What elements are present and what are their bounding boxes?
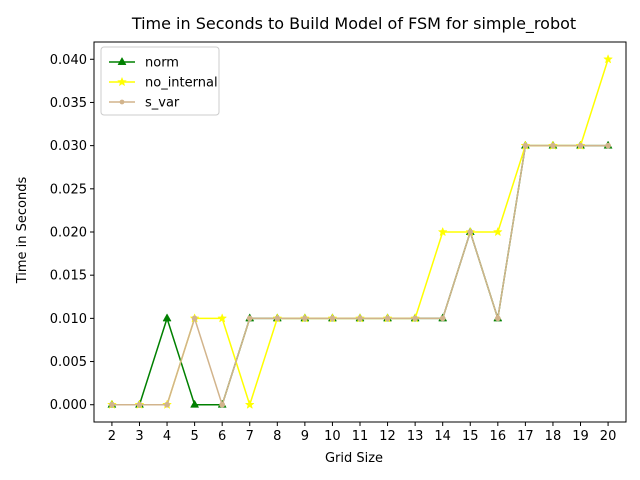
chart-title: Time in Seconds to Build Model of FSM fo… — [131, 14, 576, 34]
y-axis-label: Time in Seconds — [15, 177, 30, 285]
data-point — [217, 313, 228, 323]
data-point — [492, 226, 503, 237]
legend-swatch-marker — [117, 76, 127, 87]
data-point — [190, 399, 200, 408]
y-tick-label: 0.015 — [50, 269, 87, 284]
data-point — [384, 315, 391, 322]
data-point — [301, 315, 308, 322]
y-tick-label: 0.020 — [50, 226, 87, 241]
x-tick-label: 10 — [324, 429, 341, 444]
legend-box — [100, 46, 220, 116]
y-tick-label: 0.025 — [50, 182, 87, 197]
data-point — [136, 401, 143, 408]
data-point — [191, 315, 198, 322]
x-tick-label: 11 — [352, 429, 369, 444]
legend: norm no_internal s_var — [100, 46, 220, 116]
x-tick-label: 4 — [163, 429, 171, 444]
data-point — [467, 229, 474, 235]
series-s-var — [109, 142, 611, 408]
y-tick-label: 0.035 — [50, 96, 87, 111]
x-tick-label: 18 — [545, 429, 562, 444]
x-tick-label: 7 — [246, 429, 254, 444]
data-point — [603, 54, 614, 64]
data-point — [412, 315, 419, 322]
y-tick-label: 0.030 — [50, 139, 87, 154]
x-tick-label: 12 — [379, 429, 396, 444]
y-tick-label: 0.000 — [50, 398, 87, 413]
data-point — [274, 315, 281, 322]
x-tick-label: 9 — [301, 429, 309, 444]
data-point — [439, 315, 446, 322]
x-tick-label: 19 — [572, 429, 589, 444]
x-tick-label: 16 — [490, 429, 507, 444]
data-point — [329, 315, 336, 322]
data-point — [357, 315, 363, 322]
x-tick-label: 3 — [135, 429, 143, 444]
x-tick-label: 17 — [517, 429, 534, 444]
x-tick-label: 6 — [218, 429, 226, 444]
x-tick-label: 8 — [273, 429, 281, 444]
x-tick-label: 15 — [462, 429, 479, 444]
data-point — [219, 401, 226, 408]
legend-label: no_internal — [145, 76, 218, 91]
x-tick-label: 5 — [190, 429, 198, 444]
data-point — [244, 399, 255, 409]
data-point — [577, 142, 584, 149]
legend-label: s_var — [145, 96, 180, 111]
y-tick-label: 0.010 — [50, 312, 87, 327]
data-point — [605, 142, 611, 149]
data-point — [164, 401, 170, 408]
data-point — [550, 142, 556, 149]
legend-swatch-marker — [119, 99, 125, 105]
legend-swatch-marker — [117, 56, 127, 65]
y-tick-label: 0.040 — [50, 53, 87, 68]
data-point — [109, 401, 115, 408]
legend-label: norm — [145, 56, 179, 71]
x-axis-label: Grid Size — [325, 451, 383, 466]
data-point — [162, 313, 172, 322]
y-tick-label: 0.005 — [50, 355, 87, 370]
x-tick-label: 14 — [434, 429, 451, 444]
data-point — [494, 315, 501, 322]
data-point — [437, 226, 448, 237]
data-point — [522, 142, 529, 149]
data-point — [246, 315, 253, 322]
x-tick-label: 13 — [407, 429, 424, 444]
x-tick-label: 2 — [108, 429, 116, 444]
x-tick-label: 20 — [600, 429, 617, 444]
